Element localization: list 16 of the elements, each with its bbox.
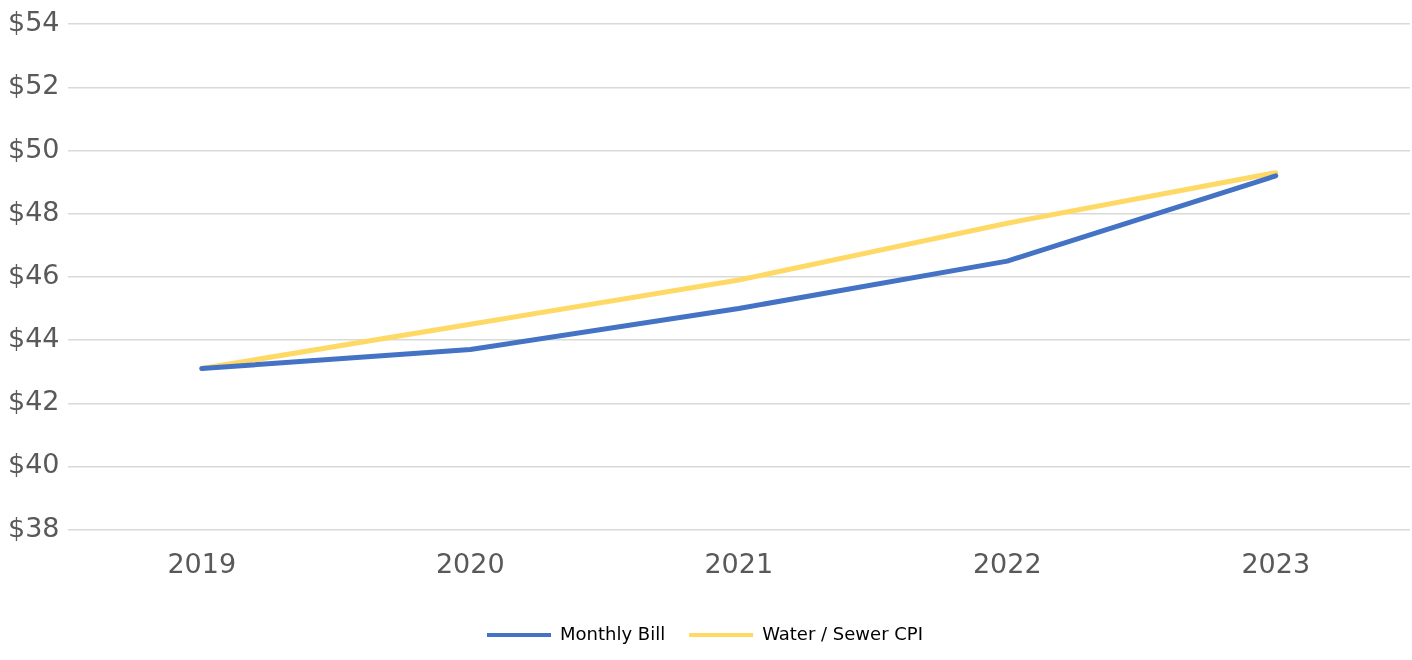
y-tick-label: $54 xyxy=(7,6,60,38)
legend-label: Monthly Bill xyxy=(560,622,666,644)
x-tick-label: 2023 xyxy=(1241,547,1311,579)
x-tick-label: 2021 xyxy=(704,547,774,579)
legend-label: Water / Sewer CPI xyxy=(762,622,924,644)
y-tick-label: $48 xyxy=(7,195,60,227)
y-tick-label: $38 xyxy=(7,511,60,543)
y-tick-label: $52 xyxy=(7,69,60,101)
x-tick-label: 2022 xyxy=(972,547,1042,579)
y-tick-label: $46 xyxy=(7,258,60,290)
y-tick-label: $44 xyxy=(7,322,60,354)
x-tick-label: 2020 xyxy=(435,547,505,579)
y-tick-label: $40 xyxy=(7,448,60,480)
y-tick-label: $50 xyxy=(7,132,60,164)
y-tick-label: $42 xyxy=(7,385,60,417)
x-tick-label: 2019 xyxy=(167,547,237,579)
